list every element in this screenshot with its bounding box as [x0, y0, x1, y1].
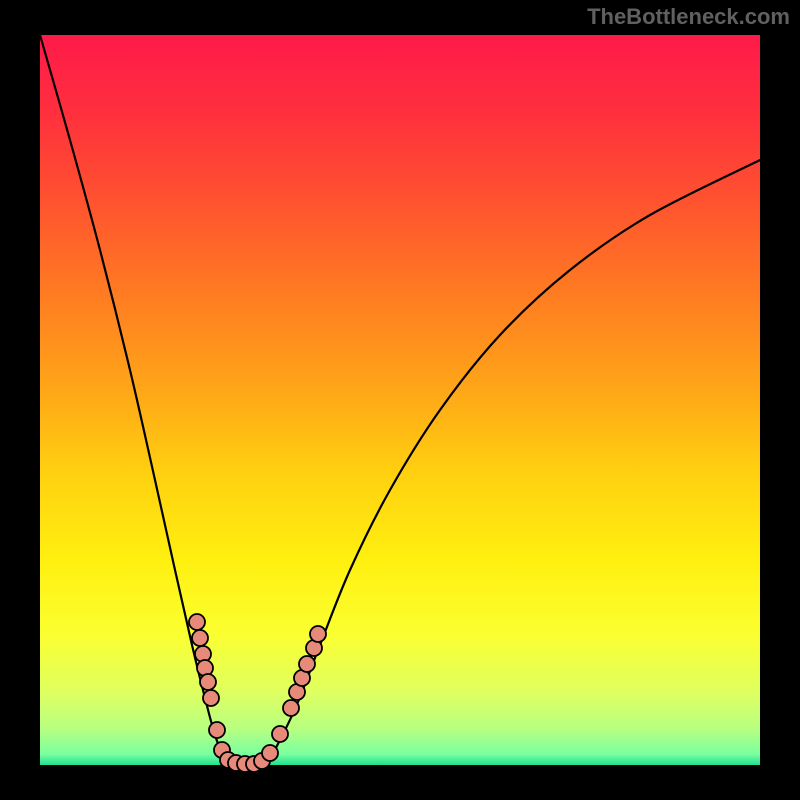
data-marker: [310, 626, 326, 642]
chart-svg: [0, 0, 800, 800]
chart-container: TheBottleneck.com: [0, 0, 800, 800]
data-marker: [299, 656, 315, 672]
data-marker: [200, 674, 216, 690]
data-marker: [189, 614, 205, 630]
gradient-plot-area: [40, 35, 760, 765]
data-marker: [203, 690, 219, 706]
data-marker: [272, 726, 288, 742]
watermark-text: TheBottleneck.com: [587, 4, 790, 30]
data-marker: [192, 630, 208, 646]
data-marker: [209, 722, 225, 738]
data-marker: [283, 700, 299, 716]
data-marker: [262, 745, 278, 761]
